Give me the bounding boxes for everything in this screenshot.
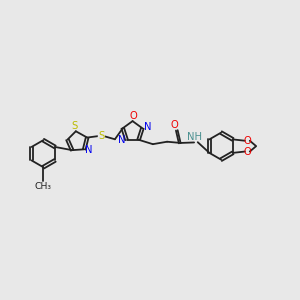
Text: S: S: [98, 130, 104, 141]
Text: S: S: [71, 121, 78, 131]
Text: O: O: [129, 111, 137, 121]
Text: O: O: [243, 146, 251, 157]
Text: N: N: [118, 135, 125, 145]
Text: CH₃: CH₃: [35, 182, 52, 190]
Text: NH: NH: [187, 132, 202, 142]
Text: N: N: [85, 145, 92, 155]
Text: O: O: [243, 136, 251, 146]
Text: N: N: [143, 122, 151, 132]
Text: O: O: [171, 120, 178, 130]
